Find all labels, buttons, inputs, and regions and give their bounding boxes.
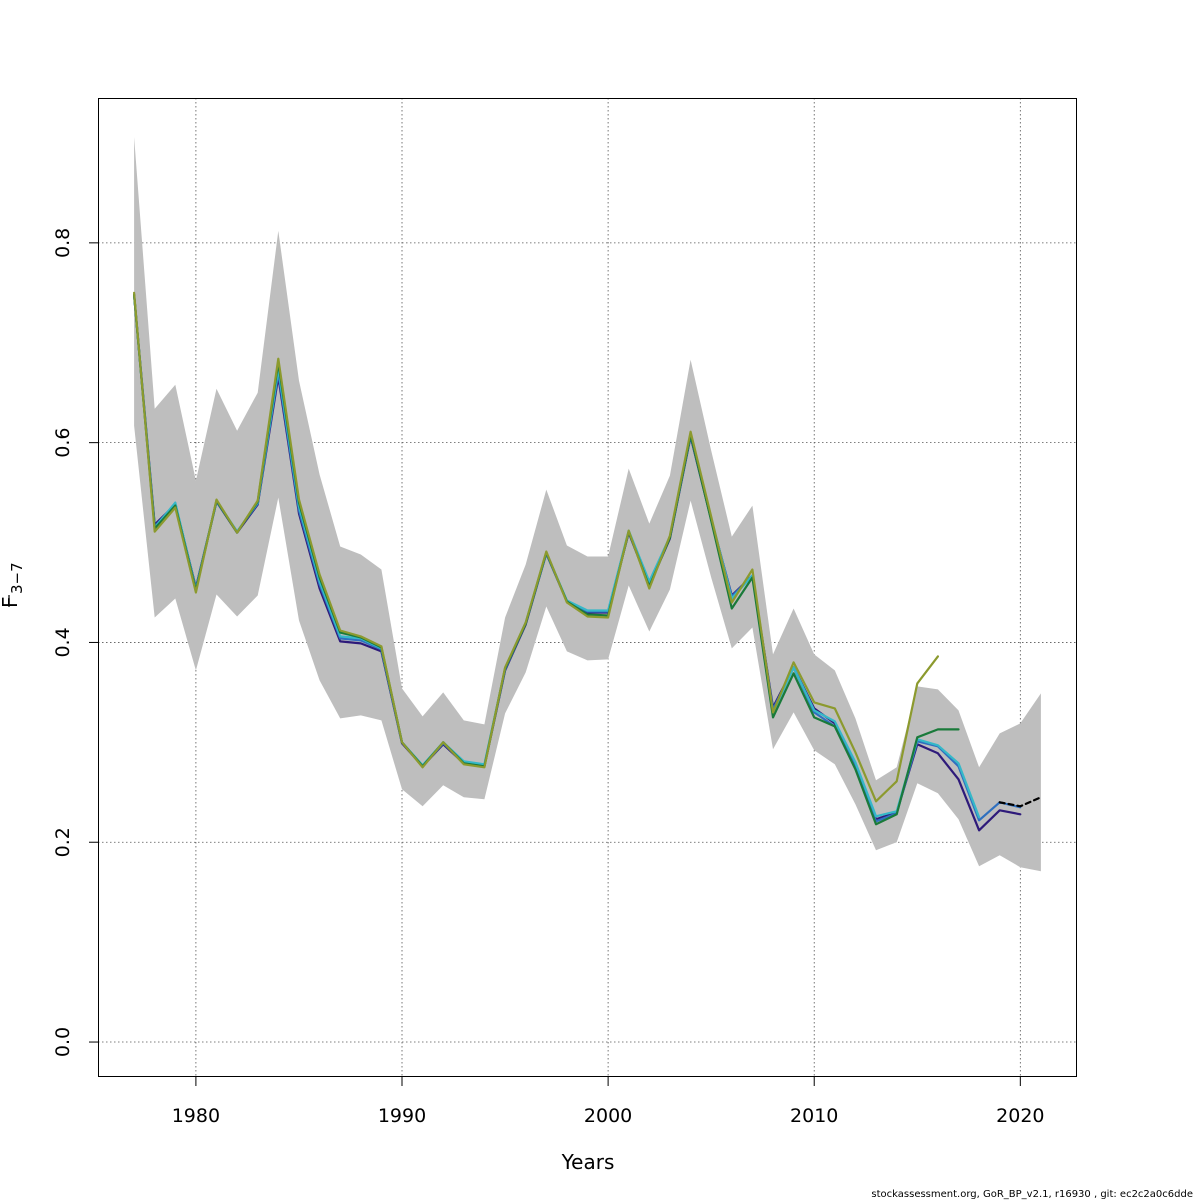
- series-line-4: [133, 291, 940, 803]
- y-tick-label-4: 0.8: [52, 228, 74, 258]
- series-line-5: [998, 796, 1043, 808]
- axes: [98, 98, 1077, 1077]
- confidence-band-layer: [134, 137, 1041, 872]
- y-axis-title-subscript: 3−7: [8, 562, 26, 594]
- plot-frame: [98, 98, 1077, 1077]
- y-axis-title: F 3−7: [0, 562, 26, 608]
- confidence-band: [134, 137, 1041, 872]
- footer-credit: stockassessment.org, GoR_BP_v2.1, r16930…: [871, 1189, 1193, 1200]
- y-axis-ticks: 0.0 0.2 0.4 0.6 0.8: [52, 228, 98, 1057]
- x-tick-label-3: 2010: [790, 1105, 838, 1127]
- x-tick-label-2: 2000: [584, 1105, 632, 1127]
- y-tick-label-1: 0.2: [52, 827, 74, 857]
- x-axis-title: Years: [561, 1150, 615, 1174]
- x-tick-label-0: 1980: [172, 1105, 220, 1127]
- y-tick-label-2: 0.4: [52, 627, 74, 657]
- x-axis-ticks: 1980 1990 2000 2010 2020: [172, 1077, 1045, 1127]
- y-axis-title-main: F: [0, 596, 22, 608]
- y-tick-label-0: 0.0: [52, 1027, 74, 1057]
- x-tick-label-4: 2020: [996, 1105, 1044, 1127]
- series-lines-layer: [133, 291, 1043, 832]
- y-tick-label-3: 0.6: [52, 428, 74, 458]
- x-tick-label-1: 1990: [378, 1105, 426, 1127]
